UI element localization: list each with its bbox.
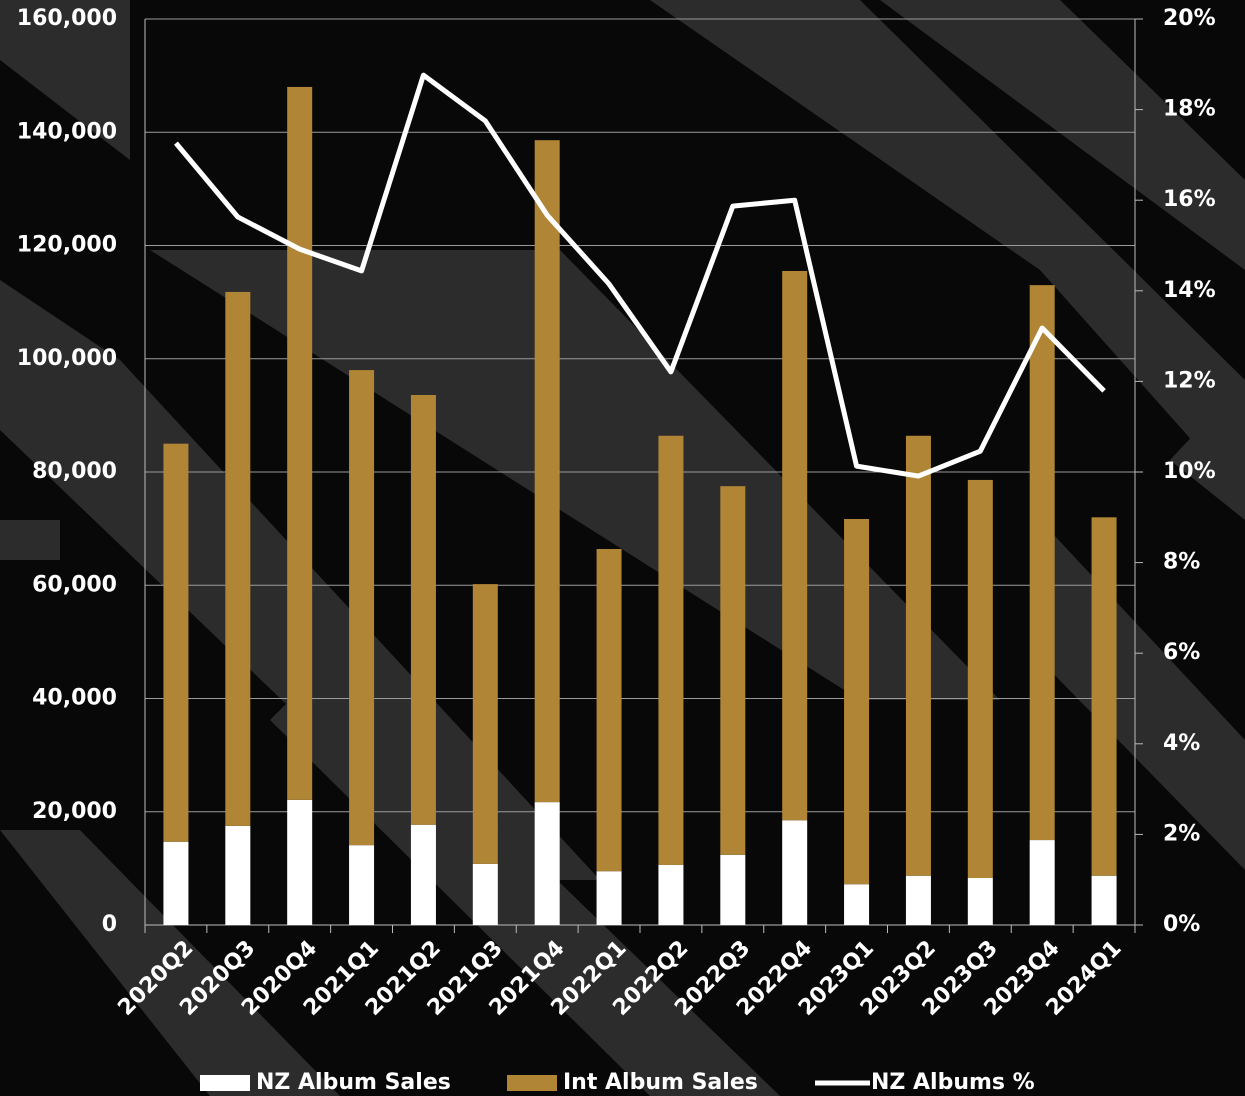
bar [1091,517,1117,876]
bar [720,486,746,855]
bar [410,824,436,925]
y-tick-label: 160,000 [17,6,117,31]
bar [1029,840,1055,925]
bar [596,871,622,925]
bar [844,518,870,885]
bar [472,584,498,864]
bar [534,140,560,803]
legend-swatch [507,1075,557,1091]
line [174,72,1106,479]
y2-tick-label: 18% [1163,97,1216,122]
bar [658,864,684,925]
bar [967,878,993,925]
bar [163,443,189,842]
y2-tick-label: 8% [1163,550,1200,575]
y-tick-label: 140,000 [17,119,117,144]
y2-tick-label: 4% [1163,731,1200,756]
y-tick-label: 100,000 [17,346,117,371]
bar [720,854,746,925]
y2-tick-label: 12% [1163,368,1216,393]
y-tick-label: 80,000 [32,459,117,484]
bar [225,825,251,925]
y-tick-label: 20,000 [32,799,117,824]
bar [1029,285,1055,841]
y-tick-label: 120,000 [17,233,117,258]
y2-tick-label: 14% [1163,278,1216,303]
legend-label: NZ Albums % [871,1070,1035,1095]
bar [163,841,189,925]
bar [410,394,436,825]
y2-tick-label: 6% [1163,640,1200,665]
bar [782,820,808,925]
y-tick-label: 60,000 [32,572,117,597]
bar [472,863,498,925]
y-tick-label: 40,000 [32,686,117,711]
bar [349,370,375,846]
legend-label: NZ Album Sales [256,1070,451,1095]
y2-tick-label: 10% [1163,459,1216,484]
bar [844,884,870,925]
y2-tick-label: 2% [1163,821,1200,846]
bar [596,549,622,872]
bar [1091,875,1117,925]
bar [287,86,313,800]
bar [658,435,684,865]
bar [905,435,931,876]
bar [287,799,313,925]
bar [967,479,993,879]
bar [905,875,931,925]
y2-tick-label: 20% [1163,6,1216,31]
legend-swatch [200,1075,250,1091]
y2-tick-label: 16% [1163,187,1216,212]
bar [225,291,251,826]
y2-tick-label: 0% [1163,912,1200,937]
legend-label: Int Album Sales [563,1070,758,1095]
y-tick-label: 0 [102,912,117,937]
bar [349,845,375,925]
bar [782,270,808,821]
bar [534,802,560,925]
